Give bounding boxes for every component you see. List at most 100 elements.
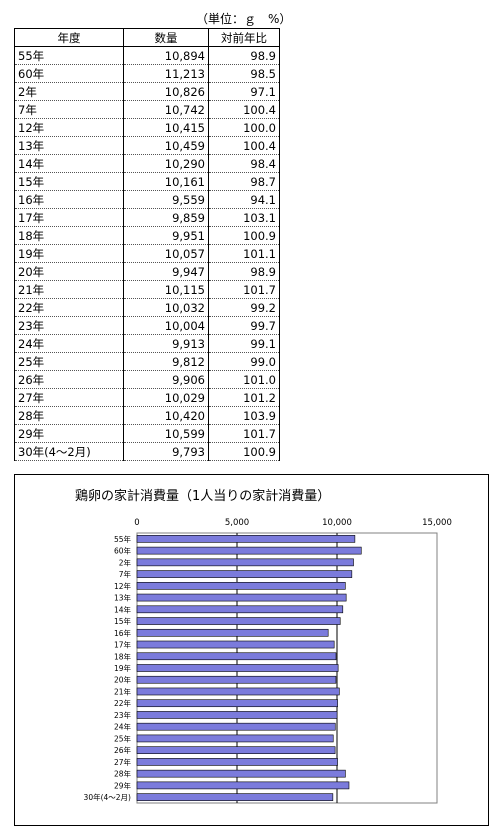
y-tick-label: 19年 (114, 663, 132, 673)
consumption-table: 年度 数量 対前年比 55年 10,894 98.9 60年 11,213 98.5 2年 1… (14, 28, 280, 461)
row-yoy-ratio: 99.1 (208, 334, 280, 353)
row-year: 25年 (14, 352, 124, 371)
row-yoy-ratio: 101.0 (208, 370, 280, 389)
row-year: 28年 (14, 406, 124, 425)
row-yoy-ratio: 103.9 (208, 406, 280, 425)
table-row: 60年 11,213 98.5 (14, 64, 280, 83)
row-quantity: 11,213 (123, 64, 209, 83)
row-year: 55年 (14, 46, 124, 65)
row-yoy-ratio: 99.0 (208, 352, 280, 371)
bar (136, 722, 336, 731)
row-quantity: 9,812 (123, 352, 209, 371)
row-quantity: 10,459 (123, 136, 209, 155)
table-row: 22年 10,032 99.2 (14, 298, 280, 317)
y-tick-label: 24年 (114, 722, 132, 732)
bar (136, 687, 340, 696)
y-tick-label: 55年 (114, 534, 132, 544)
row-yoy-ratio: 100.0 (208, 118, 280, 137)
row-year: 24年 (14, 334, 124, 353)
bar (136, 675, 337, 684)
bar (136, 652, 337, 661)
y-tick-label: 12年 (114, 581, 132, 591)
y-tick-label: 18年 (114, 651, 132, 661)
y-tick-label: 27年 (114, 757, 132, 767)
row-year: 23年 (14, 316, 124, 335)
y-tick-label: 28年 (114, 769, 132, 779)
row-year: 2年 (14, 82, 124, 101)
row-quantity: 9,951 (123, 226, 209, 245)
table-row: 24年 9,913 99.1 (14, 334, 280, 353)
row-yoy-ratio: 98.7 (208, 172, 280, 191)
bar (136, 605, 344, 614)
bar (136, 570, 353, 578)
row-yoy-ratio: 98.9 (208, 46, 280, 65)
unit-label: （単位：ｇ %） (196, 12, 292, 26)
row-quantity: 9,793 (123, 442, 209, 461)
row-yoy-ratio: 101.2 (208, 388, 280, 407)
row-quantity: 10,290 (123, 154, 209, 173)
table-row: 21年 10,115 101.7 (14, 280, 280, 299)
row-yoy-ratio: 100.9 (208, 442, 280, 461)
y-tick-label: 29年 (114, 780, 132, 790)
row-year: 17年 (14, 208, 124, 227)
bar (136, 793, 334, 801)
y-tick-label: 25年 (114, 733, 132, 743)
bar (136, 535, 356, 543)
table-row: 18年 9,951 100.9 (14, 226, 280, 245)
x-tick-label: 15,000 (422, 518, 452, 528)
table-row: 26年 9,906 101.0 (14, 370, 280, 389)
bar (136, 746, 336, 754)
x-tick-label: 5,000 (225, 518, 249, 528)
table-header-row: 年度 数量 対前年比 (14, 28, 280, 47)
y-tick-label: 20年 (114, 675, 132, 685)
table-row: 29年 10,599 101.7 (14, 424, 280, 443)
row-year: 60年 (14, 64, 124, 83)
header-quantity: 数量 (123, 28, 209, 47)
row-year: 14年 (14, 154, 124, 173)
table-row: 7年 10,742 100.4 (14, 100, 280, 119)
row-yoy-ratio: 94.1 (208, 190, 280, 209)
y-tick-label: 21年 (114, 686, 132, 696)
chart-title: 鶏卵の家計消費量（1人当りの家計消費量） (75, 489, 331, 504)
row-quantity: 10,742 (123, 100, 209, 119)
x-tick-label: 10,000 (322, 518, 352, 528)
row-quantity: 10,115 (123, 280, 209, 299)
row-quantity: 10,161 (123, 172, 209, 191)
row-quantity: 9,859 (123, 208, 209, 227)
bar (136, 628, 329, 637)
row-year: 21年 (14, 280, 124, 299)
row-quantity: 10,032 (123, 298, 209, 317)
row-year: 12年 (14, 118, 124, 137)
row-yoy-ratio: 97.1 (208, 82, 280, 101)
row-yoy-ratio: 101.7 (208, 280, 280, 299)
row-yoy-ratio: 98.4 (208, 154, 280, 173)
row-yoy-ratio: 103.1 (208, 208, 280, 227)
row-quantity: 10,029 (123, 388, 209, 407)
table-row: 23年 10,004 99.7 (14, 316, 280, 335)
row-quantity: 10,826 (123, 82, 209, 101)
row-year: 27年 (14, 388, 124, 407)
bar (136, 546, 362, 555)
y-tick-label: 15年 (114, 616, 132, 626)
header-yoy-ratio: 対前年比 (208, 28, 280, 47)
row-year: 13年 (14, 136, 124, 155)
table-row: 27年 10,029 101.2 (14, 388, 280, 407)
bar (136, 593, 347, 602)
row-quantity: 10,415 (123, 118, 209, 137)
table-row: 12年 10,415 100.0 (14, 118, 280, 137)
bar (136, 758, 338, 766)
y-tick-label: 26年 (114, 745, 132, 755)
bar (136, 582, 346, 590)
table-row: 28年 10,420 103.9 (14, 406, 280, 425)
row-year: 29年 (14, 424, 124, 443)
y-tick-label: 17年 (114, 640, 132, 650)
row-yoy-ratio: 98.5 (208, 64, 280, 83)
table-row: 14年 10,290 98.4 (14, 154, 280, 173)
row-yoy-ratio: 100.9 (208, 226, 280, 245)
y-tick-label: 30年(4～2月) (84, 792, 132, 802)
row-year: 20年 (14, 262, 124, 281)
y-tick-label: 23年 (114, 710, 132, 720)
table-row: 16年 9,559 94.1 (14, 190, 280, 209)
header-year: 年度 (14, 28, 124, 47)
